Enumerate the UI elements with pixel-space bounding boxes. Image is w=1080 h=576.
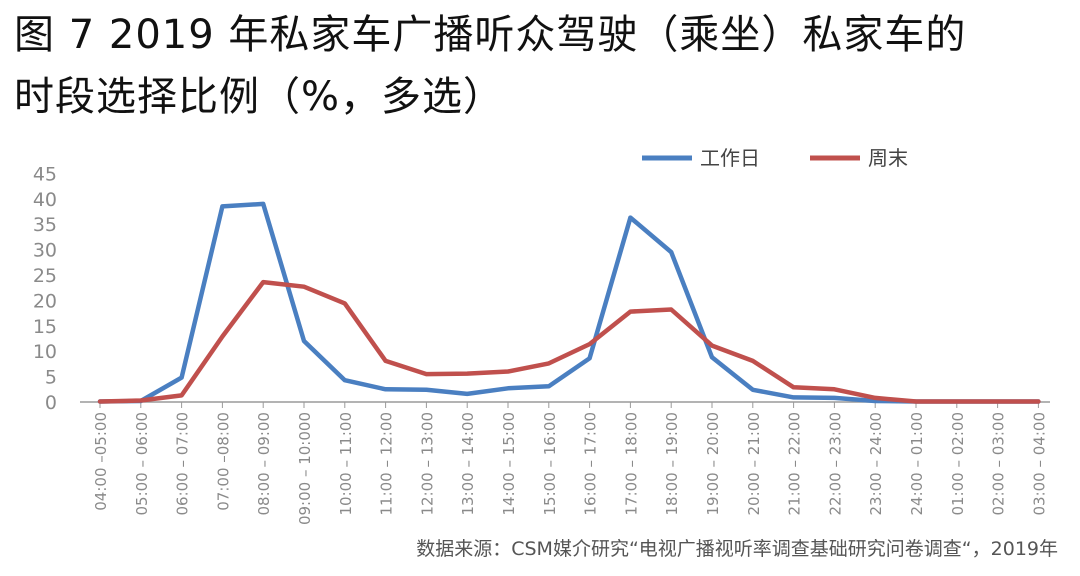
data-point: [547, 384, 551, 388]
data-point: [180, 376, 184, 380]
chart-axes: 0 5 10 15 20 25 30 35 40 45 04:00 –05:00 05:00 – 06…: [33, 163, 1050, 525]
data-point: [914, 399, 918, 403]
data-point: [384, 359, 388, 363]
x-tick-label: 09:00 – 10:000: [296, 412, 314, 525]
series-line-2: [97, 279, 1041, 404]
data-point: [465, 372, 469, 376]
y-tick-label: 40: [33, 189, 57, 211]
chart-title-line-1: 图 7 2019 年私家车广播听众驾驶（乘坐）私家车的: [14, 12, 967, 58]
data-point: [955, 399, 959, 403]
data-point: [710, 344, 714, 348]
x-tick-label: 16:00 – 17:00: [582, 412, 600, 516]
data-point: [506, 386, 510, 390]
chart-legend: 工作日 周末: [642, 146, 908, 170]
data-point: [547, 361, 551, 365]
data-point: [588, 356, 592, 360]
x-tick-label: 15:00 – 16:00: [541, 412, 559, 516]
data-point: [261, 202, 265, 206]
x-tick-label: 20:00 – 21:00: [745, 412, 763, 516]
x-tick-label: 03:00 – 04:00: [1030, 412, 1048, 516]
data-point: [220, 334, 224, 338]
chart-title: 图 7 2019 年私家车广播听众驾驶（乘坐）私家车的 时段选择比例（%，多选）: [14, 4, 1074, 128]
data-point: [424, 372, 428, 376]
x-tick-label: 12:00 – 13:00: [418, 412, 436, 515]
data-point: [710, 355, 714, 359]
data-point: [873, 396, 877, 400]
line-chart: 0 5 10 15 20 25 30 35 40 45 04:00 –05:00 05:00 – 06…: [33, 146, 1050, 525]
data-point: [180, 393, 184, 397]
data-point: [261, 280, 265, 284]
x-tick-label: 11:00 – 12:00: [378, 412, 396, 516]
data-point: [302, 339, 306, 343]
data-point: [1036, 399, 1040, 403]
x-tick-label: 13:00 – 14:00: [459, 412, 477, 516]
y-tick-label: 5: [45, 367, 57, 389]
x-tick-label: 02:00 – 03:00: [990, 412, 1008, 516]
data-point: [588, 342, 592, 346]
x-tick-label: 10:00 – 11:00: [337, 412, 355, 516]
x-tick-label: 18:00 – 19:00: [663, 412, 681, 516]
data-point: [343, 378, 347, 382]
x-tick-label: 08:00 – 09:00: [255, 412, 273, 516]
y-tick-label: 35: [33, 214, 57, 236]
y-tick-label: 45: [33, 163, 57, 185]
x-tick-label: 05:00 – 06:00: [133, 412, 151, 516]
x-tick-label: 07:00 –08:00: [214, 412, 232, 511]
data-point: [751, 359, 755, 363]
y-tick-label: 15: [33, 316, 57, 338]
data-point: [669, 308, 673, 312]
x-tick-label: 21:00 – 22:00: [786, 412, 804, 516]
x-tick-label: 04:00 –05:00: [92, 412, 110, 511]
data-point: [873, 399, 877, 403]
data-point: [139, 398, 143, 402]
data-point: [832, 387, 836, 391]
data-point: [506, 370, 510, 374]
x-tick-label: 24:00 – 01:00: [908, 412, 926, 516]
x-tick-label: 19:00 – 20:00: [704, 412, 722, 516]
data-point: [792, 385, 796, 389]
data-point: [384, 387, 388, 391]
data-point: [424, 388, 428, 392]
data-point: [302, 285, 306, 289]
y-tick-label: 25: [33, 265, 57, 287]
data-point: [751, 388, 755, 392]
y-tick-label: 20: [33, 290, 57, 312]
data-point: [628, 216, 632, 220]
x-tick-label: 22:00 – 23:00: [826, 412, 844, 516]
y-tick-label: 0: [45, 392, 57, 414]
data-point: [465, 392, 469, 396]
x-tick-label: 14:00 – 15:00: [500, 412, 518, 516]
data-point: [792, 395, 796, 399]
chart-series-lines: [97, 201, 1041, 404]
y-tick-label: 30: [33, 240, 57, 262]
data-point: [832, 396, 836, 400]
x-tick-label: 23:00 – 24:00: [867, 412, 885, 516]
legend-label: 工作日: [700, 146, 760, 170]
y-tick-label: 10: [33, 341, 57, 363]
x-tick-label: 06:00 – 07:00: [174, 412, 192, 516]
chart-title-line-2: 时段选择比例（%，多选）: [14, 74, 505, 120]
x-tick-label: 17:00 – 18:00: [622, 412, 640, 516]
data-point: [669, 250, 673, 254]
data-point: [98, 399, 102, 403]
series-line-1: [97, 201, 1041, 404]
legend-label: 周末: [868, 146, 908, 170]
data-point: [220, 204, 224, 208]
data-point: [343, 301, 347, 305]
x-tick-label: 01:00 – 02:00: [949, 412, 967, 516]
data-point: [628, 310, 632, 314]
data-point: [996, 399, 1000, 403]
source-note: 数据来源：CSM媒介研究“电视广播视听率调查基础研究问卷调查“，2019年: [416, 538, 1058, 560]
